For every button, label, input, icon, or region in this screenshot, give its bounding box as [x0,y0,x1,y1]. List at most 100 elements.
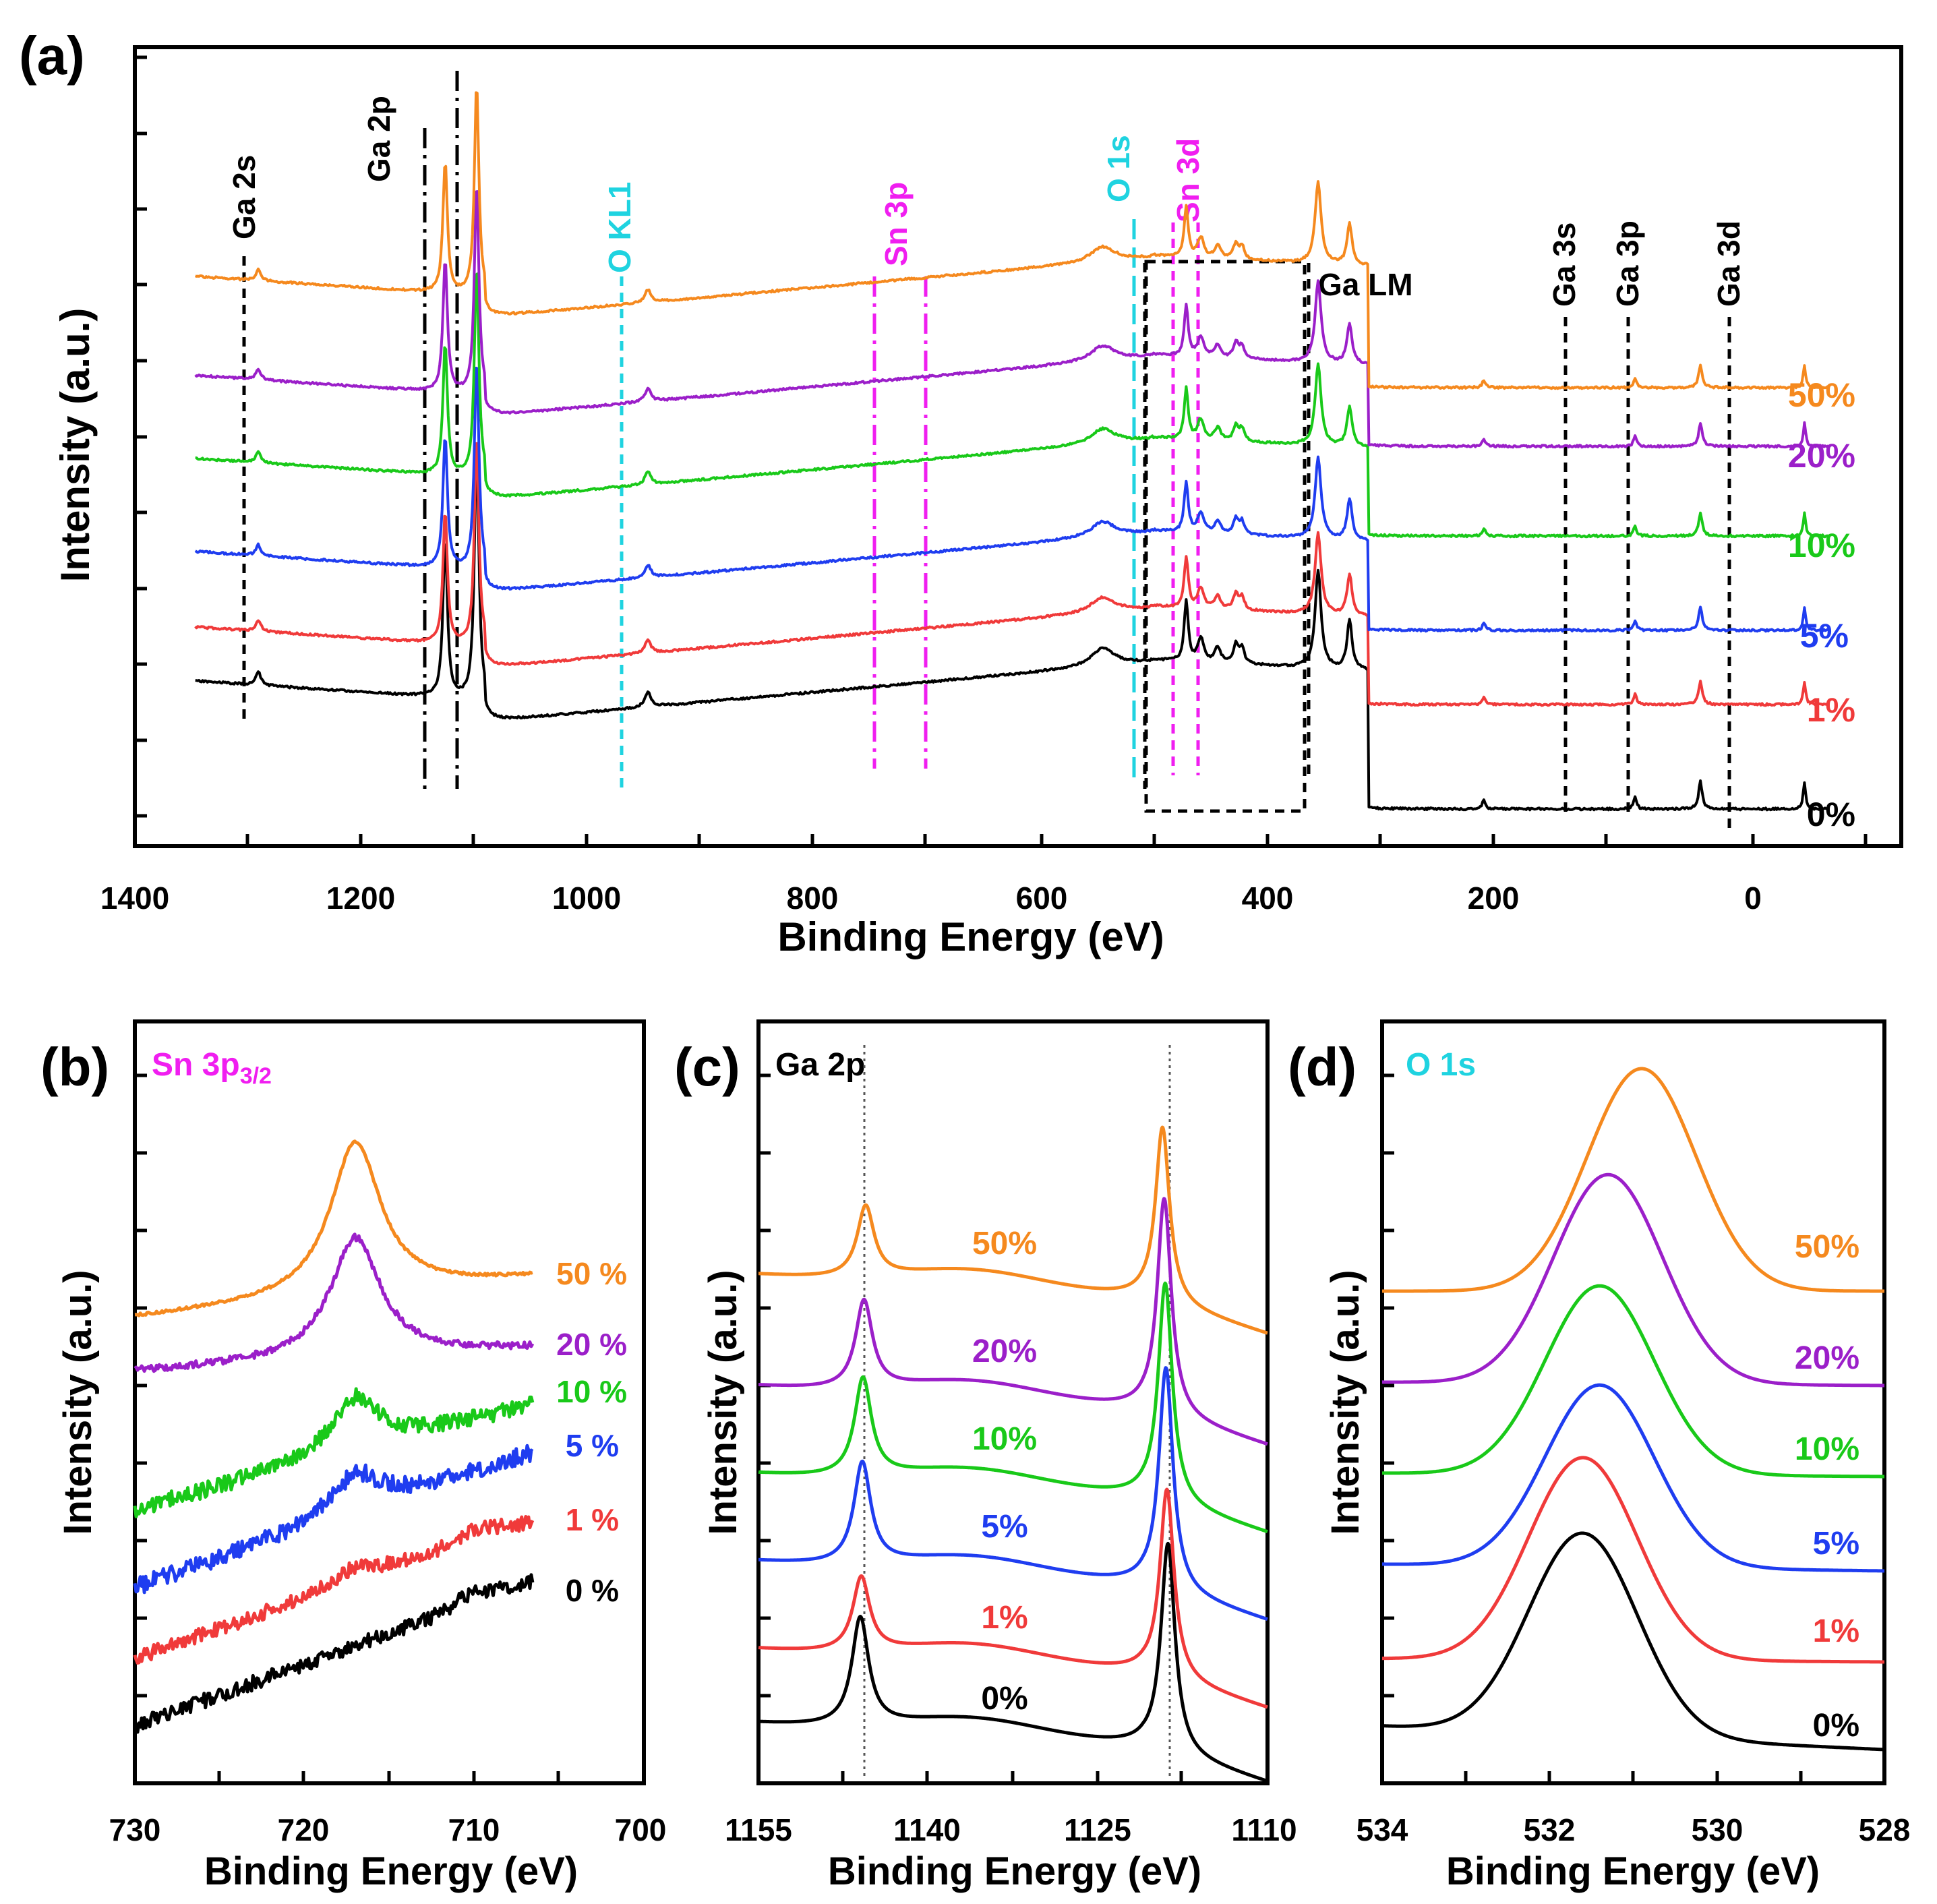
a-tick-label: 600 [1016,881,1068,916]
peak-label-okl1: O KL1 [602,182,637,273]
a-series-label: 0% [1807,796,1855,833]
peak-label-ga3p: Ga 3p [1610,220,1645,307]
peak-label-galm: Ga LM [1318,267,1413,302]
a-y-axis-title: Intensity (a.u.) [53,308,98,583]
c-series-label: 5% [981,1509,1027,1545]
panel-c-curves [757,1125,1269,1783]
panel-d-ticks [1380,1073,1803,1783]
d-series-label: 20% [1795,1340,1859,1376]
b-title: Sn 3p3/2 [152,1047,272,1089]
panel-d-series-labels: 0% 1% 5% 10% 20% 50% [1795,1229,1859,1744]
panel-c-ga2p: Ga 2p 1155 1140 1125 1110 Binding Energy… [701,1019,1297,1893]
b-series-50pct [134,1139,533,1317]
d-series-20pct [1381,1172,1886,1388]
b-tick-label: 700 [615,1812,667,1847]
b-series-label: 5 % [566,1428,619,1463]
c-series-10pct [757,1281,1269,1534]
c-title: Ga 2p [775,1047,865,1083]
panel-b-sn3p: Sn 3p3/2 730 720 710 700 Binding Energy … [56,1019,667,1893]
b-y-axis-title: Intensity (a.u.) [56,1270,100,1535]
a-tick-label: 1400 [100,881,169,916]
d-series-label: 10% [1795,1431,1859,1467]
a-series-10pct [195,272,1830,539]
peak-label-o1s: O 1s [1101,135,1136,202]
panel-a-curves [194,91,1830,812]
d-series-label: 0% [1813,1708,1859,1744]
d-tick-label: 530 [1692,1812,1744,1847]
c-tick-label: 1140 [893,1812,961,1847]
ga-lm-box [1144,260,1307,813]
b-series-1pct [133,1515,535,1665]
b-series-5pct [133,1444,534,1595]
a-series-label: 5% [1800,617,1849,655]
a-tick-label: 1000 [552,881,621,916]
b-series-10pct [133,1387,535,1518]
panel-a-peak-markers [242,71,1731,829]
b-series-label: 1 % [566,1502,619,1537]
peak-label-ga2s: Ga 2s [227,155,262,239]
d-series-5pct [1381,1383,1886,1573]
c-tick-label: 1110 [1231,1812,1297,1847]
d-tick-label: 534 [1357,1812,1408,1847]
a-tick-label: 1200 [326,881,395,916]
c-series-label: 1% [981,1600,1027,1636]
b-series-label: 0 % [566,1573,619,1608]
panel-c-ticks [756,1073,1183,1783]
a-x-axis-title: Binding Energy (eV) [777,914,1164,959]
panel-label-a: (a) [19,26,85,86]
panel-b-series-labels: 0 % 1 % 5 % 10 % 20 % 50 % [556,1256,627,1608]
c-x-axis-title: Binding Energy (eV) [828,1849,1201,1893]
peak-label-sn3d: Sn 3d [1170,138,1205,222]
b-series-label: 10 % [556,1374,627,1409]
a-series-label: 20% [1788,437,1855,475]
c-series-1pct [757,1487,1269,1709]
d-series-50pct [1381,1067,1886,1293]
a-series-5pct [194,366,1829,633]
c-series-label: 0% [981,1681,1027,1717]
peak-label-sn3p: Sn 3p [878,182,914,266]
c-tick-label: 1125 [1064,1812,1131,1847]
c-series-0pct [757,1541,1269,1783]
b-x-axis-title: Binding Energy (eV) [204,1849,578,1893]
b-series-label: 20 % [556,1327,627,1362]
panel-a-y-ticks [135,55,147,818]
d-series-10pct [1381,1284,1886,1479]
d-x-axis-title: Binding Energy (eV) [1446,1849,1820,1893]
panel-a-survey: 1400 1200 1000 800 600 400 200 0 Binding… [53,45,1903,959]
panel-label-c: (c) [674,1037,740,1097]
panel-b-ticks [133,1073,560,1783]
b-series-20pct [133,1232,535,1373]
panel-label-b: (b) [40,1037,109,1097]
c-series-label: 50% [972,1226,1037,1261]
panel-c-series-labels: 0% 1% 5% 10% 20% 50% [972,1226,1037,1717]
c-y-axis-title: Intensity (a.u.) [701,1270,745,1535]
c-tick-label: 1155 [725,1812,792,1847]
panel-a-ticks [133,834,1868,846]
a-series-label: 1% [1807,691,1855,729]
a-tick-label: 200 [1468,881,1520,916]
c-series-label: 20% [972,1334,1037,1369]
panel-d-frame [1380,1019,1886,1785]
panel-b-curves [133,1139,535,1734]
b-tick-label: 720 [278,1812,330,1847]
a-series-label: 10% [1788,527,1855,564]
a-series-20pct [194,190,1830,449]
panel-b-tick-labels: 730 720 710 700 [109,1812,667,1847]
panel-a-frame [133,45,1903,848]
b-series-label: 50 % [556,1256,627,1291]
d-series-1pct [1381,1456,1886,1664]
d-tick-label: 532 [1524,1812,1576,1847]
panel-d-tick-labels: 534 532 530 528 [1357,1812,1911,1847]
a-series-0pct [195,454,1829,812]
d-title: O 1s [1406,1047,1476,1083]
c-series-20pct [757,1197,1269,1446]
a-series-50pct [194,91,1830,390]
a-tick-label: 0 [1744,881,1762,916]
d-tick-label: 528 [1859,1812,1911,1847]
b-tick-label: 730 [109,1812,161,1847]
panel-d-curves [1381,1067,1886,1752]
d-series-label: 1% [1813,1613,1859,1649]
a-tick-label: 800 [787,881,839,916]
b-tick-label: 710 [448,1812,500,1847]
c-series-label: 10% [972,1421,1037,1457]
